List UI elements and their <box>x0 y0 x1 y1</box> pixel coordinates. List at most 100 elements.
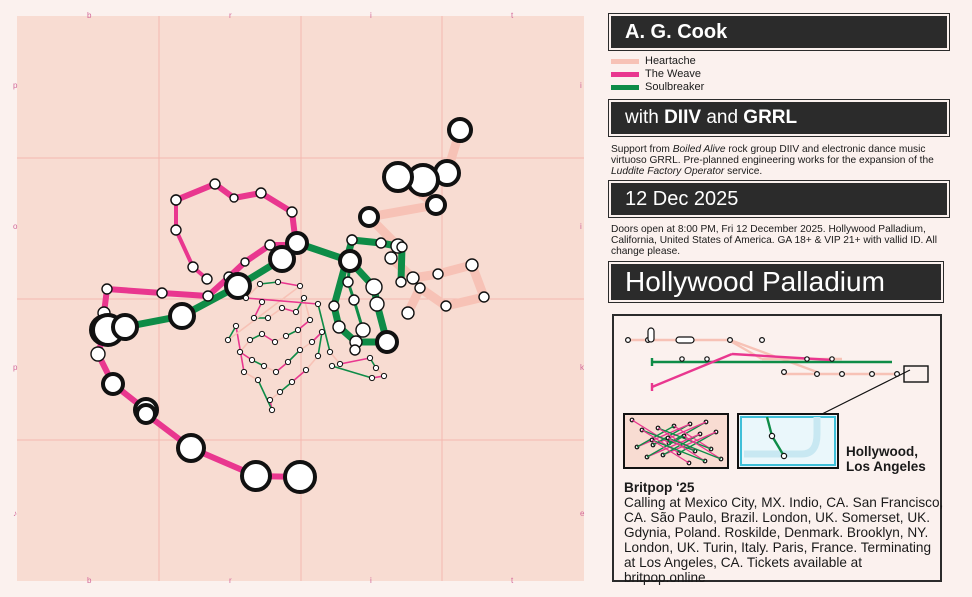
station-marker <box>229 193 239 203</box>
the-weave-segment <box>104 286 165 296</box>
station-marker <box>296 346 304 354</box>
row-label-right: i <box>580 222 582 231</box>
mini-route-line <box>651 439 706 462</box>
station-marker <box>396 241 408 253</box>
network-segment <box>227 285 301 341</box>
the-weave-segment <box>174 228 195 269</box>
station-marker <box>240 460 272 492</box>
mini-route-line <box>744 417 821 458</box>
mini-station <box>781 368 788 375</box>
station-marker <box>326 348 334 356</box>
station-marker <box>242 294 250 302</box>
mini-route-line <box>731 352 833 362</box>
station-marker <box>187 261 199 273</box>
station-marker <box>248 356 256 364</box>
network-segment <box>331 365 373 379</box>
station-marker <box>328 362 336 370</box>
mini-route-line <box>668 421 707 444</box>
mini-route-line <box>683 435 722 460</box>
mini-station <box>869 370 876 377</box>
station-marker <box>375 237 387 249</box>
mini-inset-zoom <box>737 413 839 469</box>
the-weave-segment <box>159 290 211 299</box>
route-map <box>17 16 584 581</box>
station-marker <box>292 308 300 316</box>
legend-swatch <box>611 58 639 64</box>
venue-name: Hollywood Palladium <box>625 266 885 297</box>
station-marker <box>294 326 302 334</box>
mini-route-line <box>652 421 707 446</box>
station-marker <box>406 271 420 285</box>
station-marker <box>314 352 322 360</box>
station-marker <box>283 460 317 494</box>
mini-station <box>814 370 821 377</box>
station-marker <box>284 358 292 366</box>
mini-route-line <box>636 425 675 448</box>
mini-route-line <box>770 435 786 457</box>
support-prefix: with <box>625 107 659 128</box>
mini-route-line <box>678 431 717 454</box>
legend-item-heartache: Heartache <box>611 55 696 67</box>
mini-route-line <box>667 437 722 460</box>
col-label-top: b <box>87 11 92 20</box>
network-segment <box>303 297 311 321</box>
station-marker <box>156 287 168 299</box>
support-bar: with DIIV and GRRL <box>611 102 947 134</box>
mini-route-diagram <box>623 327 929 469</box>
station-marker <box>266 396 274 404</box>
station-marker <box>358 206 380 228</box>
support-description: Support from Boiled Alive rock group DII… <box>611 144 934 177</box>
station-marker <box>258 298 266 306</box>
station-marker <box>384 251 398 265</box>
mini-route-line <box>636 423 691 448</box>
station-marker <box>209 178 221 190</box>
mini-route-line <box>652 423 691 446</box>
station-marker <box>246 336 254 344</box>
station-marker <box>366 354 374 362</box>
mini-station <box>759 337 766 344</box>
mini-route-line <box>662 433 701 456</box>
station-marker <box>268 245 296 273</box>
mini-station <box>726 337 733 344</box>
support-act: DIIV <box>664 107 702 128</box>
station-marker <box>176 433 206 463</box>
row-label-left: p <box>13 81 18 90</box>
col-label-top: i <box>370 11 372 20</box>
venue-info-box: Hollywood, Los Angeles <box>612 314 942 582</box>
legend-label: Soulbreaker <box>645 81 705 93</box>
station-marker <box>271 338 279 346</box>
tour-stops: Calling at Mexico City, MX. Indio, CA. S… <box>624 495 944 585</box>
row-label-right: k <box>580 363 584 372</box>
mini-station <box>768 432 776 440</box>
station-marker <box>256 280 264 288</box>
station-marker <box>170 224 182 236</box>
station-marker <box>285 231 309 255</box>
mini-route-line <box>667 437 706 462</box>
station-marker <box>288 378 296 386</box>
mini-station <box>647 327 655 343</box>
mini-route-line <box>821 369 911 415</box>
col-label-bottom: i <box>370 576 372 585</box>
station-marker <box>224 336 232 344</box>
artist-name: A. G. Cook <box>625 20 728 43</box>
mini-station <box>804 356 810 362</box>
station-marker <box>135 403 157 425</box>
station-marker <box>278 304 286 312</box>
mini-inset-frame <box>740 416 836 466</box>
station-marker <box>302 366 310 374</box>
heartache-segment <box>441 292 489 311</box>
station-marker <box>232 322 240 330</box>
station-marker <box>236 348 244 356</box>
mini-station <box>679 356 685 362</box>
network-segment <box>277 281 301 287</box>
mini-station <box>839 370 846 377</box>
station-marker <box>255 187 267 199</box>
station-marker <box>250 314 258 322</box>
station-marker <box>432 268 444 280</box>
station-marker <box>328 300 340 312</box>
station-marker <box>375 330 399 354</box>
mini-route-line <box>641 429 696 452</box>
legend-swatch <box>611 71 639 77</box>
network-segment <box>245 297 319 305</box>
station-marker <box>170 194 182 206</box>
